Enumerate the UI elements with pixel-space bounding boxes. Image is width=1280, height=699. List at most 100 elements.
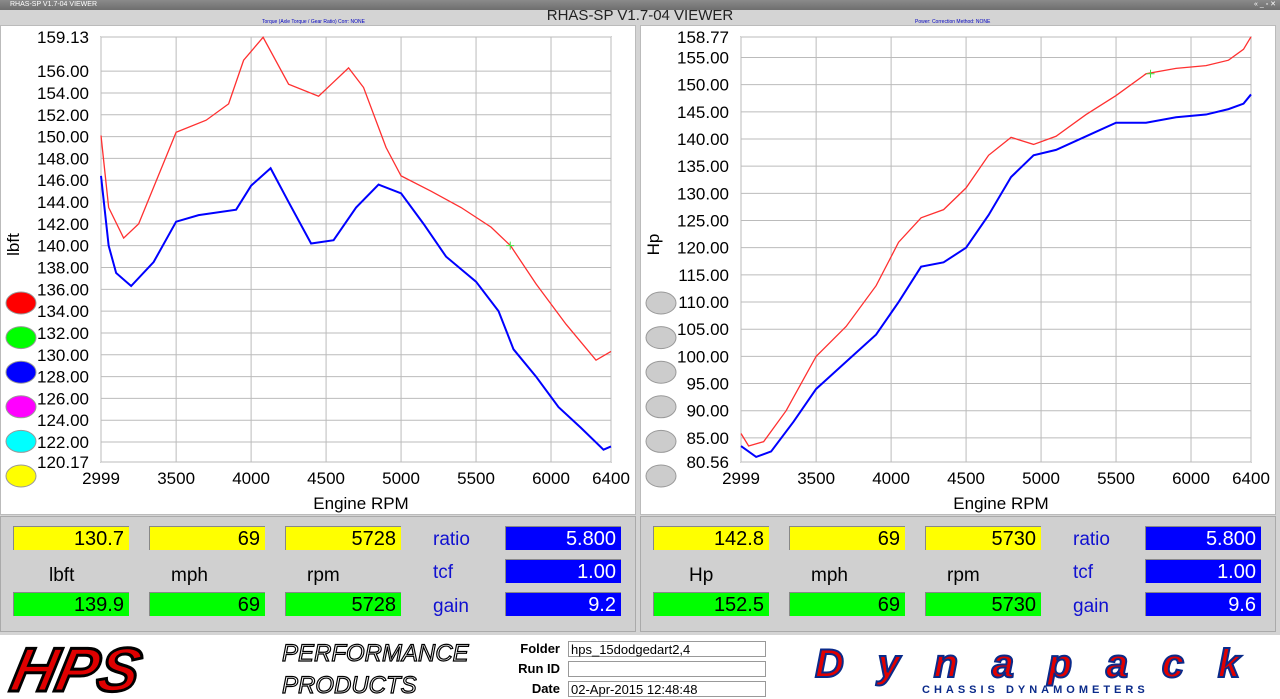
y-tick-label: 120.00 (677, 239, 729, 258)
y-tick-label: 150.00 (677, 76, 729, 95)
y-tick-label: 152.00 (37, 106, 89, 125)
y-tick-label: 134.00 (37, 302, 89, 321)
series-line-red (740, 36, 1252, 447)
y-axis-label: lbft (4, 233, 23, 256)
x-tick-label: 5000 (1022, 469, 1060, 488)
run2-value: 69 (149, 592, 265, 616)
date-field[interactable]: 02-Apr-2015 12:48:48 (568, 681, 766, 697)
x-tick-label: 4000 (232, 469, 270, 488)
dynapack-logo: Dynapack CHASSIS DYNAMOMETERS (814, 641, 1243, 696)
gain-value[interactable]: 9.6 (1145, 592, 1261, 616)
folder-label: Folder (520, 641, 560, 656)
x-tick-label: 6400 (592, 469, 630, 488)
tcf-value[interactable]: 1.00 (505, 559, 621, 583)
y-tick-label: 142.00 (37, 215, 89, 234)
y-tick-label: 156.00 (37, 62, 89, 81)
run-swatch[interactable] (5, 395, 37, 419)
unit-label: rpm (947, 565, 980, 586)
x-axis-label: Engine RPM (953, 494, 1048, 513)
run2-value: 139.9 (13, 592, 129, 616)
run1-value: 130.7 (13, 526, 129, 550)
x-tick-label: 2999 (82, 469, 120, 488)
hps-products-text: PRODUCTS (282, 672, 417, 699)
unit-label: lbft (49, 565, 75, 586)
run2-value: 5730 (925, 592, 1041, 616)
run-swatch[interactable] (645, 326, 677, 350)
tcf-value[interactable]: 1.00 (1145, 559, 1261, 583)
x-axis-label: Engine RPM (313, 494, 408, 513)
app-title: RHAS-SP V1.7-04 VIEWER (546, 7, 734, 24)
cursor-marker (506, 241, 515, 250)
x-tick-label: 3500 (797, 469, 835, 488)
window-controls[interactable]: « _ ▫ ✕ (1254, 1, 1276, 8)
run1-value: 69 (789, 526, 905, 550)
gain-label: gain (433, 596, 469, 617)
x-tick-label: 4500 (947, 469, 985, 488)
ratio-label: ratio (433, 529, 470, 550)
window-title: RHAS-SP V1.7-04 VIEWER (10, 1, 98, 8)
y-tick-label: 144.00 (37, 193, 89, 212)
y-tick-label: 100.00 (677, 347, 729, 366)
y-tick-label: 132.00 (37, 324, 89, 343)
run-swatch[interactable] (645, 464, 677, 488)
y-tick-label: 155.00 (677, 48, 729, 67)
y-tick-label: 125.00 (677, 212, 729, 231)
cursor-marker (1146, 69, 1155, 78)
torque-chart-panel: 2999 3500 4000 4500 5000 5500 6000 6400 159.13 15… (0, 25, 636, 515)
run-id-field[interactable] (568, 661, 766, 677)
run-swatch[interactable] (5, 429, 37, 453)
x-tick-label: 4000 (872, 469, 910, 488)
y-tick-label: 140.00 (37, 237, 89, 256)
run-swatch[interactable] (5, 326, 37, 350)
y-tick-label: 140.00 (677, 130, 729, 149)
right-chart-subtitle: Power: Correction Method: NONE (915, 19, 991, 25)
run-swatch[interactable] (5, 464, 37, 488)
x-tick-label: 3500 (157, 469, 195, 488)
dynapack-subtitle: CHASSIS DYNAMOMETERS (922, 684, 1149, 696)
run-swatch[interactable] (645, 429, 677, 453)
ratio-value[interactable]: 5.800 (1145, 526, 1261, 550)
window-titlebar: RHAS-SP V1.7-04 VIEWER « _ ▫ ✕ (0, 0, 1280, 10)
y-tick-label: 85.00 (686, 429, 729, 448)
date-label: Date (531, 681, 560, 696)
run-swatch[interactable] (645, 291, 677, 315)
hps-performance-text: PERFORMANCE (282, 640, 470, 667)
y-tick-label: 122.00 (37, 433, 89, 452)
run-swatch[interactable] (5, 360, 37, 384)
y-tick-label: 128.00 (37, 368, 89, 387)
y-tick-label: 150.00 (37, 128, 89, 147)
y-tick-label: 105.00 (677, 320, 729, 339)
y-tick-label: 126.00 (37, 389, 89, 408)
y-tick-label: 138.00 (37, 258, 89, 277)
hps-logo: HPS PERFORMANCE PRODUCTS (4, 635, 471, 699)
run-swatch[interactable] (645, 395, 677, 419)
y-tick-label: 136.00 (37, 280, 89, 299)
y-tick-label: 95.00 (686, 375, 729, 394)
gain-value[interactable]: 9.2 (505, 592, 621, 616)
y-tick-label: 130.00 (37, 346, 89, 365)
run1-value: 5728 (285, 526, 401, 550)
run-swatch[interactable] (5, 291, 37, 315)
y-tick-label: 90.00 (686, 402, 729, 421)
x-tick-label: 6400 (1232, 469, 1270, 488)
torque-chart: 2999 3500 4000 4500 5000 5500 6000 6400 159.13 15… (4, 28, 630, 513)
power-chart-panel: 2999 3500 4000 4500 5000 5500 6000 6400 158.77 15… (640, 25, 1276, 515)
y-tick-label: 159.13 (37, 28, 89, 47)
x-tick-label: 2999 (722, 469, 760, 488)
run1-value: 5730 (925, 526, 1041, 550)
y-tick-label: 154.00 (37, 84, 89, 103)
series-line-blue (100, 166, 612, 451)
y-tick-label: 130.00 (677, 184, 729, 203)
y-tick-label: 145.00 (677, 103, 729, 122)
unit-label: mph (811, 565, 848, 586)
x-tick-label: 6000 (1172, 469, 1210, 488)
run-swatch[interactable] (645, 360, 677, 384)
unit-label: Hp (689, 565, 714, 586)
folder-field[interactable]: hps_15dodgedart2,4 (568, 641, 766, 657)
series-line-red (100, 36, 612, 362)
plot-area (740, 36, 1252, 463)
y-tick-label: 146.00 (37, 171, 89, 190)
ratio-label: ratio (1073, 529, 1110, 550)
ratio-value[interactable]: 5.800 (505, 526, 621, 550)
x-tick-label: 4500 (307, 469, 345, 488)
